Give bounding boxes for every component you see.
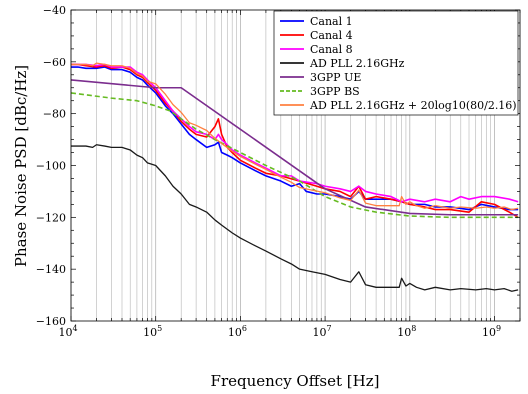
y-tick-label: −160: [36, 315, 66, 328]
x-tick-label: 104: [58, 324, 77, 339]
x-axis-label: Frequency Offset [Hz]: [211, 372, 380, 390]
y-tick-label: −60: [43, 56, 66, 69]
x-tick-label: 108: [397, 324, 416, 339]
series-line-7: [71, 62, 519, 211]
x-tick-label: 107: [313, 324, 332, 339]
legend-label: Canal 1: [310, 15, 353, 28]
series-line-3: [71, 63, 519, 203]
y-axis-label: Phase Noise PSD [dBc/Hz]: [12, 65, 30, 267]
x-tick-labels: 104 105 106 107 108 109: [58, 324, 501, 339]
legend-label: 3GPP UE: [310, 71, 361, 84]
x-tick-label: 106: [228, 324, 247, 339]
y-tick-label: −40: [43, 4, 66, 17]
legend-label: Canal 8: [310, 43, 353, 56]
legend-label: Canal 4: [310, 29, 353, 42]
y-tick-label: −140: [36, 263, 66, 276]
legend-box: [273, 10, 519, 116]
y-tick-labels: −160 −140 −120 −100 −80 −60 −40: [36, 4, 66, 328]
legend-label: AD PLL 2.16GHz + 20log10(80/2.16): [309, 99, 517, 112]
series-line-4: [71, 144, 519, 292]
y-tick-label: −80: [43, 108, 66, 121]
legend-label: AD PLL 2.16GHz: [309, 57, 405, 70]
legend-label: 3GPP BS: [310, 85, 360, 98]
series-lines: [71, 62, 519, 292]
y-tick-label: −120: [36, 211, 66, 224]
x-tick-label: 109: [482, 324, 501, 339]
x-tick-label: 105: [143, 324, 162, 339]
y-tick-label: −100: [36, 160, 66, 173]
